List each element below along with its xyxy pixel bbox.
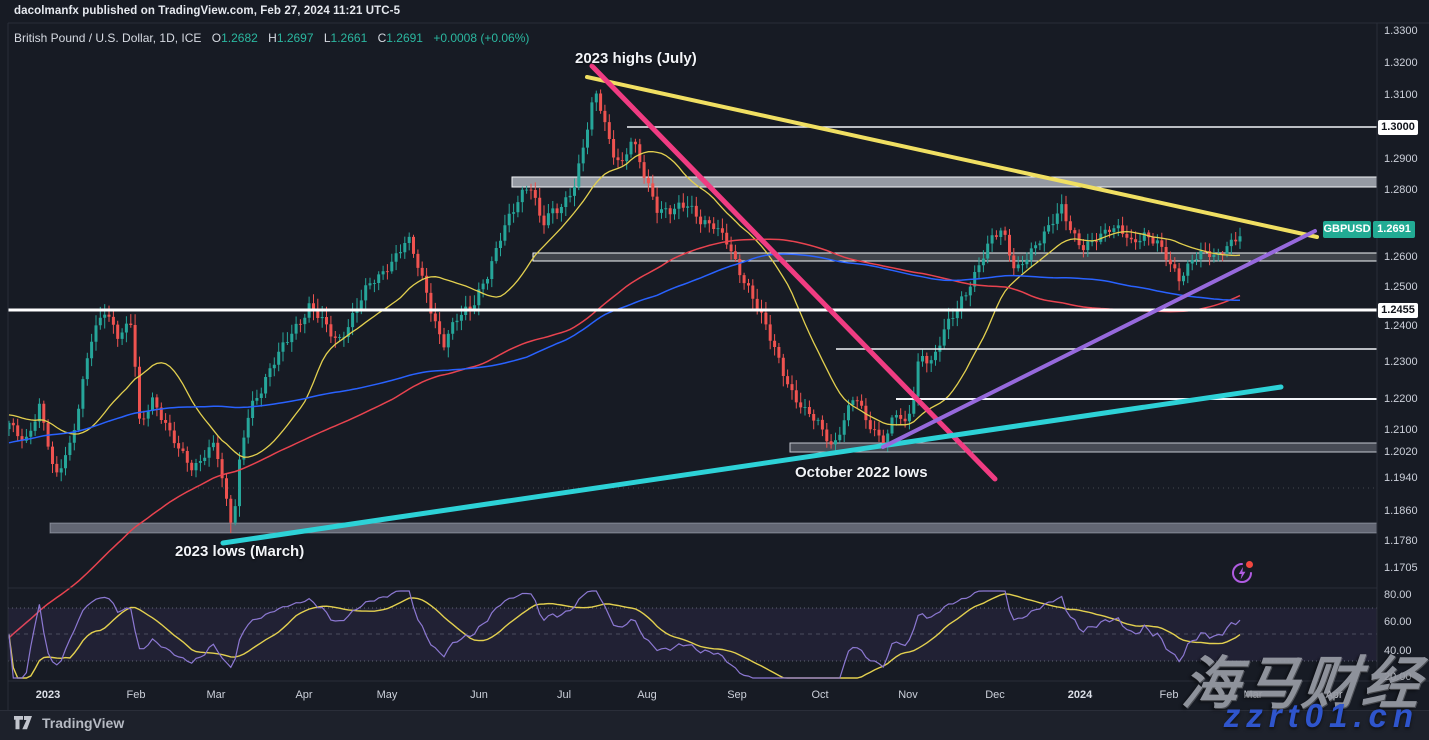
price-axis-tick[interactable]: 1.3200	[1384, 57, 1418, 69]
time-axis-tick[interactable]: Jun	[470, 689, 488, 701]
high-label: H	[268, 31, 277, 45]
price-axis-tick[interactable]: 1.2100	[1384, 424, 1418, 436]
time-axis-tick[interactable]: Oct	[811, 689, 829, 701]
rsi-ma-line	[8, 593, 1241, 679]
price-axis-tick[interactable]: 1.2020	[1384, 446, 1418, 458]
time-axis-tick[interactable]: Feb	[1159, 689, 1179, 701]
close-label: C	[377, 31, 387, 45]
rsi-axis-tick[interactable]: 20.00	[1384, 671, 1412, 683]
time-axis-tick[interactable]: 2024	[1067, 689, 1093, 701]
price-axis-tick[interactable]: 1.2200	[1384, 393, 1418, 405]
rsi-line	[8, 590, 1241, 679]
price-axis-tick[interactable]: 1.2800	[1384, 184, 1418, 196]
level-zone-1.2800	[511, 176, 1378, 188]
time-axis-tick[interactable]: Aug	[637, 689, 657, 701]
pink-downtrend-line[interactable]	[589, 63, 998, 482]
publisher-line: dacolmanfx published on TradingView.com,…	[14, 5, 401, 17]
annotation-2023-lows: 2023 lows (March)	[175, 543, 305, 560]
price-axis-tick[interactable]: 1.2600	[1384, 251, 1418, 263]
sma-mid-line	[8, 238, 1241, 639]
time-axis-tick[interactable]: Mar	[1243, 689, 1263, 701]
cyan-uptrend-line[interactable]	[220, 384, 1284, 546]
time-axis-tick[interactable]: Sep	[727, 689, 747, 701]
low-label: L	[323, 31, 331, 45]
level-zone-1.2600	[532, 252, 1378, 262]
price-axis-tick[interactable]: 1.3100	[1384, 89, 1418, 101]
price-level-label-12455: 1.2455	[1378, 303, 1418, 318]
price-axis-tick[interactable]: 1.3300	[1384, 25, 1418, 37]
sma-slow-line	[8, 253, 1241, 444]
close-value: 1.2691	[386, 31, 423, 45]
tradingview-logo-text: TradingView	[42, 715, 125, 731]
watermark-domain: zzrt01.cn	[1223, 697, 1419, 734]
time-axis-tick[interactable]: Apr	[1325, 689, 1343, 701]
candle-bodies	[7, 93, 1242, 523]
price-axis-tick[interactable]: 1.1860	[1384, 505, 1418, 517]
change-value: +0.0008 (+0.06%)	[433, 31, 530, 45]
high-value: 1.2697	[276, 31, 314, 45]
time-axis-tick[interactable]: Dec	[985, 689, 1005, 701]
symbol-title: British Pound / U.S. Dollar, 1D, ICE	[14, 31, 202, 45]
level-zone-1.1860	[49, 522, 1378, 534]
price-axis-tick[interactable]: 1.1780	[1384, 535, 1418, 547]
tradingview-logo[interactable]: TradingView	[14, 715, 124, 731]
rsi-axis-tick[interactable]: 40.00	[1384, 645, 1412, 657]
purple-uptrend-line[interactable]	[881, 229, 1317, 449]
rsi-axis-tick[interactable]: 60.00	[1384, 616, 1412, 628]
july-highs-descending-line[interactable]	[585, 75, 1319, 239]
time-axis-tick[interactable]: Nov	[898, 689, 918, 701]
symbol-legend[interactable]: British Pound / U.S. Dollar, 1D, ICE O1.…	[14, 31, 529, 45]
last-price-flag: 1.2691	[1373, 221, 1415, 238]
open-value: 1.2682	[221, 31, 258, 45]
price-axis-tick[interactable]: 1.2300	[1384, 356, 1418, 368]
symbol-flag: GBPUSD	[1323, 221, 1371, 238]
price-axis-tick[interactable]: 1.1940	[1384, 472, 1418, 484]
boost-flash-icon[interactable]	[1230, 561, 1254, 585]
price-axis-tick[interactable]: 1.2500	[1384, 281, 1418, 293]
low-value: 1.2661	[330, 31, 368, 45]
time-axis-tick[interactable]: Apr	[295, 689, 313, 701]
price-axis-tick[interactable]: 1.2400	[1384, 320, 1418, 332]
time-axis-tick[interactable]: Mar	[206, 689, 226, 701]
price-level-label-13000: 1.3000	[1378, 120, 1418, 135]
open-label: O	[211, 31, 222, 45]
price-axis-tick[interactable]: 1.2900	[1384, 153, 1418, 165]
rsi-axis-tick[interactable]: 80.00	[1384, 589, 1412, 601]
time-axis-tick[interactable]: Feb	[126, 689, 146, 701]
time-axis-tick[interactable]: May	[376, 689, 398, 701]
annotation-2023-highs: 2023 highs (July)	[575, 50, 697, 67]
notification-dot	[1246, 561, 1253, 568]
price-axis-tick[interactable]: 1.1705	[1384, 562, 1418, 574]
time-axis-tick[interactable]: 2023	[35, 689, 61, 701]
bottom-bar	[0, 710, 1429, 740]
sma-fast-line	[8, 150, 1241, 458]
time-axis-tick[interactable]: Jul	[556, 689, 572, 701]
tradingview-logo-icon	[14, 716, 32, 730]
annotation-oct-2022-lows: October 2022 lows	[795, 464, 928, 481]
